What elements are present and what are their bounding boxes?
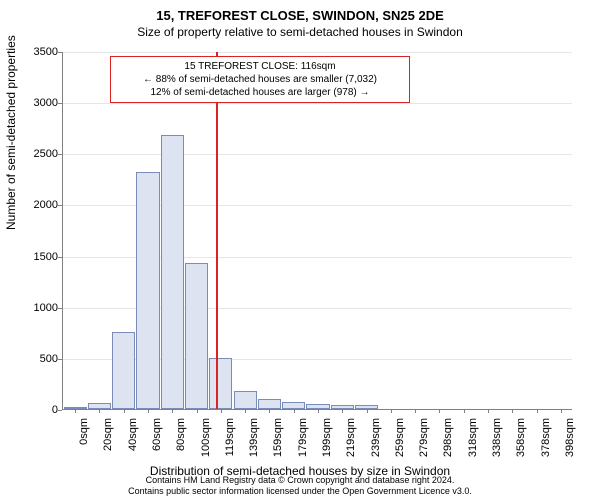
y-tick-mark	[58, 308, 62, 309]
x-tick-label: 398sqm	[564, 418, 576, 478]
x-tick-label: 239sqm	[370, 418, 382, 478]
y-tick-label: 3500	[8, 46, 58, 58]
x-tick-mark	[391, 409, 392, 413]
x-tick-label: 100sqm	[200, 418, 212, 478]
x-tick-mark	[245, 409, 246, 413]
gridline	[63, 103, 572, 104]
histogram-bar	[258, 399, 281, 409]
gridline	[63, 154, 572, 155]
histogram-bar	[185, 263, 208, 409]
x-tick-label: 139sqm	[248, 418, 260, 478]
histogram-bar	[161, 135, 184, 409]
gridline	[63, 52, 572, 53]
x-tick-label: 338sqm	[491, 418, 503, 478]
y-tick-mark	[58, 359, 62, 360]
x-tick-label: 20sqm	[102, 418, 114, 478]
annotation-box: 15 TREFOREST CLOSE: 116sqm← 88% of semi-…	[110, 56, 410, 103]
y-tick-label: 1000	[8, 302, 58, 314]
x-tick-mark	[342, 409, 343, 413]
x-tick-label: 80sqm	[175, 418, 187, 478]
y-tick-label: 2500	[8, 148, 58, 160]
y-tick-label: 2000	[8, 199, 58, 211]
x-tick-label: 259sqm	[394, 418, 406, 478]
x-tick-mark	[318, 409, 319, 413]
y-tick-label: 1500	[8, 251, 58, 263]
y-tick-mark	[58, 257, 62, 258]
y-tick-label: 0	[8, 404, 58, 416]
chart-title-main: 15, TREFOREST CLOSE, SWINDON, SN25 2DE	[0, 0, 600, 23]
x-tick-mark	[464, 409, 465, 413]
x-tick-label: 119sqm	[224, 418, 236, 478]
property-marker-line	[216, 52, 218, 409]
x-tick-mark	[439, 409, 440, 413]
x-tick-mark	[415, 409, 416, 413]
y-tick-mark	[58, 410, 62, 411]
x-tick-label: 358sqm	[515, 418, 527, 478]
x-tick-label: 318sqm	[467, 418, 479, 478]
x-tick-mark	[221, 409, 222, 413]
y-tick-label: 3000	[8, 97, 58, 109]
x-tick-mark	[488, 409, 489, 413]
x-tick-mark	[148, 409, 149, 413]
x-tick-label: 40sqm	[127, 418, 139, 478]
chart-title-sub: Size of property relative to semi-detach…	[0, 23, 600, 39]
x-tick-mark	[512, 409, 513, 413]
x-tick-mark	[99, 409, 100, 413]
annotation-line2: ← 88% of semi-detached houses are smalle…	[117, 73, 403, 86]
y-tick-mark	[58, 154, 62, 155]
y-tick-mark	[58, 205, 62, 206]
annotation-line3: 12% of semi-detached houses are larger (…	[117, 86, 403, 99]
y-tick-mark	[58, 103, 62, 104]
x-tick-label: 159sqm	[272, 418, 284, 478]
y-tick-mark	[58, 52, 62, 53]
x-tick-mark	[269, 409, 270, 413]
histogram-bar	[112, 332, 135, 409]
annotation-line1: 15 TREFOREST CLOSE: 116sqm	[117, 60, 403, 73]
x-tick-label: 219sqm	[345, 418, 357, 478]
x-tick-mark	[294, 409, 295, 413]
x-tick-mark	[367, 409, 368, 413]
x-tick-label: 298sqm	[442, 418, 454, 478]
x-tick-label: 279sqm	[418, 418, 430, 478]
y-tick-label: 500	[8, 353, 58, 365]
x-tick-mark	[537, 409, 538, 413]
x-tick-label: 60sqm	[151, 418, 163, 478]
histogram-bar	[136, 172, 159, 409]
x-tick-mark	[172, 409, 173, 413]
x-tick-mark	[75, 409, 76, 413]
histogram-bar	[234, 391, 257, 409]
x-tick-label: 199sqm	[321, 418, 333, 478]
chart-plot-area	[62, 52, 572, 410]
histogram-bar	[209, 358, 232, 409]
footer-line2: Contains public sector information licen…	[128, 486, 472, 496]
x-tick-mark	[124, 409, 125, 413]
x-tick-label: 378sqm	[540, 418, 552, 478]
x-tick-label: 0sqm	[78, 418, 90, 478]
x-tick-label: 179sqm	[297, 418, 309, 478]
x-tick-mark	[197, 409, 198, 413]
x-tick-mark	[561, 409, 562, 413]
footer-attribution: Contains HM Land Registry data © Crown c…	[0, 475, 600, 497]
histogram-bar	[282, 402, 305, 409]
